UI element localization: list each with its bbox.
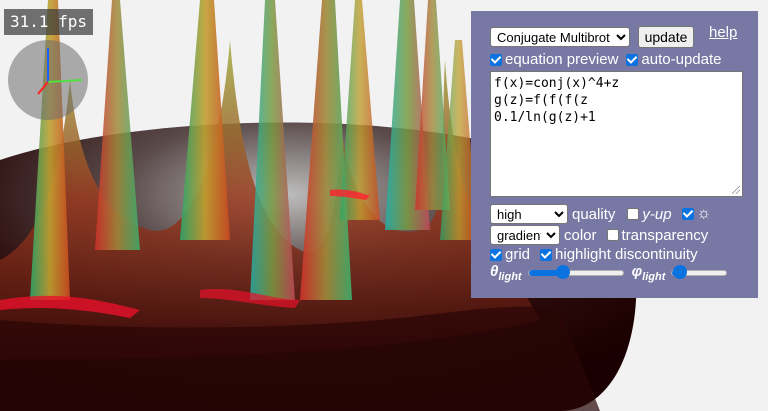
axis-gizmo-lines — [37, 48, 83, 95]
y-up-checkbox[interactable] — [627, 208, 640, 220]
z-axis-line — [37, 81, 49, 95]
theta-light-slider[interactable] — [527, 265, 624, 279]
equation-preview-checkbox[interactable] — [490, 53, 502, 66]
theta-light-label: θlight — [490, 263, 522, 283]
code-line: g(z)=f(f(f(z — [494, 93, 588, 108]
color-row: gradient color transparency — [490, 225, 708, 245]
x-axis-line — [47, 79, 83, 83]
transparency-label: transparency — [621, 226, 709, 244]
highlight-discontinuity-label: highlight discontinuity — [555, 246, 698, 263]
light-checkbox[interactable] — [681, 208, 694, 220]
sun-icon: ☼ — [696, 205, 712, 222]
equation-textarea[interactable]: f(x)=conj(x)^4+z g(z)=f(f(f(z 0.1/ln(g(z… — [490, 71, 743, 197]
color-label: color — [564, 226, 597, 244]
phi-light-label: φlight — [631, 263, 666, 283]
transparency-checkbox[interactable] — [606, 229, 619, 241]
fps-counter: 31.1 fps — [4, 9, 94, 35]
phi-light-slider[interactable] — [671, 265, 728, 279]
quality-row: high quality y-up ☼ — [490, 204, 711, 224]
help-link[interactable]: help — [709, 24, 738, 41]
code-line: f(x)=conj(x)^4+z — [494, 76, 620, 91]
axis-gizmo — [8, 40, 88, 120]
equation-preview-label: equation preview — [505, 51, 619, 68]
update-button[interactable]: update — [638, 26, 694, 48]
color-select[interactable]: gradient — [490, 225, 560, 245]
phi-light-thumb[interactable] — [673, 265, 688, 279]
resize-grip[interactable] — [732, 186, 740, 194]
theta-light-fill — [528, 270, 564, 276]
grid-row: grid highlight discontinuity — [490, 246, 698, 263]
y-up-label: y-up — [642, 205, 672, 223]
code-line: 0.1/ln(g(z)+1 — [494, 110, 596, 125]
auto-update-label: auto-update — [641, 51, 722, 68]
quality-label: quality — [572, 205, 616, 223]
function-select[interactable]: Conjugate Multibrot — [490, 27, 630, 47]
equation-preview-row: equation preview auto-update — [490, 51, 722, 68]
control-panel: Conjugate Multibrot update help equation… — [471, 11, 758, 298]
highlight-discontinuity-checkbox[interactable] — [540, 248, 553, 261]
grid-label: grid — [505, 246, 531, 263]
theta-light-thumb[interactable] — [556, 265, 571, 279]
auto-update-checkbox[interactable] — [626, 53, 639, 66]
grid-checkbox[interactable] — [490, 248, 502, 261]
light-angle-row: θlight φlight — [490, 263, 728, 283]
quality-select[interactable]: high — [490, 204, 568, 224]
